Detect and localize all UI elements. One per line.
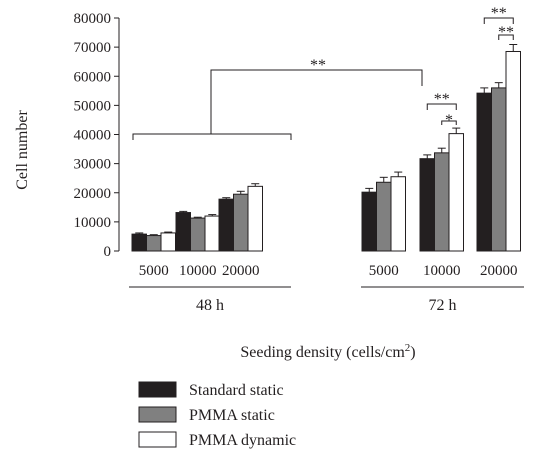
bar-pmma-static [491, 87, 507, 252]
y-tick-label: 10000 [74, 215, 112, 231]
legend-label: PMMA dynamic [189, 432, 296, 449]
bar-pmma-dynamic [204, 215, 220, 252]
y-tick-label: 60000 [74, 69, 112, 85]
bar-standard-static [131, 233, 147, 252]
y-tick-label: 80000 [74, 11, 112, 27]
bar-standard-static [361, 191, 377, 252]
legend-swatch [138, 431, 177, 448]
bar-pmma-dynamic [160, 232, 176, 252]
y-axis: 0 10000 20000 30000 40000 50000 60000 70000 8000… [74, 11, 120, 260]
bars [131, 44, 521, 252]
bar-standard-static [175, 212, 191, 252]
significance-bracket [426, 103, 457, 110]
significance-label: ** [310, 57, 326, 74]
y-tick-label: 0 [104, 244, 112, 260]
y-tick-label: 20000 [74, 186, 112, 202]
x-tick-label: 20000 [480, 263, 518, 279]
x-tick-label: 5000 [369, 263, 399, 279]
x-axis-label-end: ) [410, 344, 415, 361]
significance-label: ** [498, 24, 514, 41]
x-axis-label-sup: 2 [405, 342, 411, 354]
y-tick-label: 50000 [74, 98, 112, 114]
legend-swatch [138, 406, 177, 423]
x-axis-label-main: Seeding density (cells/cm [240, 344, 405, 361]
group-label: 48 h [196, 297, 224, 314]
significance-label: * [445, 112, 453, 129]
x-tick-label: 5000 [139, 263, 169, 279]
bar-standard-static [476, 92, 492, 252]
y-tick-label: 70000 [74, 40, 112, 56]
x-axis: 5000 10000 20000 5000 10000 20000 48 h 72 h [129, 263, 524, 314]
significance-label: ** [491, 5, 507, 22]
x-axis-label: Seeding density (cells/cm2) [240, 342, 415, 361]
bar-pmma-static [233, 193, 249, 252]
significance-bracket [132, 133, 292, 140]
x-tick-label: 10000 [423, 263, 461, 279]
legend-label: Standard static [189, 382, 284, 399]
legend-label: PMMA static [189, 407, 275, 424]
significance-bracket [441, 120, 457, 125]
y-tick-label: 30000 [74, 157, 112, 173]
bar-pmma-dynamic [448, 133, 464, 252]
bar-pmma-static [190, 217, 206, 252]
significance-bracket [210, 69, 423, 134]
y-axis-label: Cell number [14, 110, 31, 190]
significance-bracket [498, 34, 514, 40]
bar-pmma-dynamic [505, 50, 521, 252]
significance-label: ** [434, 91, 450, 108]
significance-brackets: ********* [132, 5, 514, 140]
bar-pmma-static [146, 235, 162, 252]
x-tick-label: 20000 [222, 263, 260, 279]
bar-standard-static [218, 198, 234, 252]
significance-bracket [483, 17, 514, 24]
bar-standard-static [419, 158, 435, 252]
legend: Standard static PMMA static PMMA dynamic [138, 381, 296, 449]
bar-pmma-static [434, 152, 450, 252]
bar-pmma-dynamic [390, 176, 406, 252]
group-label: 72 h [429, 297, 457, 314]
legend-swatch [138, 381, 177, 398]
y-tick-label: 40000 [74, 128, 112, 144]
bar-pmma-dynamic [247, 185, 263, 252]
x-tick-label: 10000 [179, 263, 217, 279]
bar-pmma-static [376, 181, 392, 252]
